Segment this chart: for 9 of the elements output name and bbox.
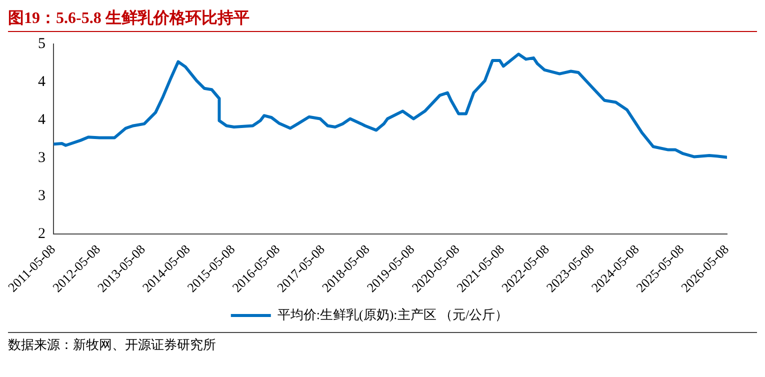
y-tick-label: 3 xyxy=(38,188,46,204)
y-tick-label: 4 xyxy=(38,74,46,90)
y-tick-label: 5 xyxy=(38,36,46,52)
y-tick-label: 2 xyxy=(38,226,46,242)
y-tick-label: 4 xyxy=(38,112,46,128)
source-note: 数据来源：新牧网、开源证券研究所 xyxy=(8,336,217,354)
y-tick-label: 3 xyxy=(38,150,46,166)
chart-title: 图19：5.6-5.8 生鲜乳价格环比持平 xyxy=(8,8,757,32)
legend-label: 平均价:生鲜乳(原奶):主产区 （元/公斤） xyxy=(277,306,508,322)
